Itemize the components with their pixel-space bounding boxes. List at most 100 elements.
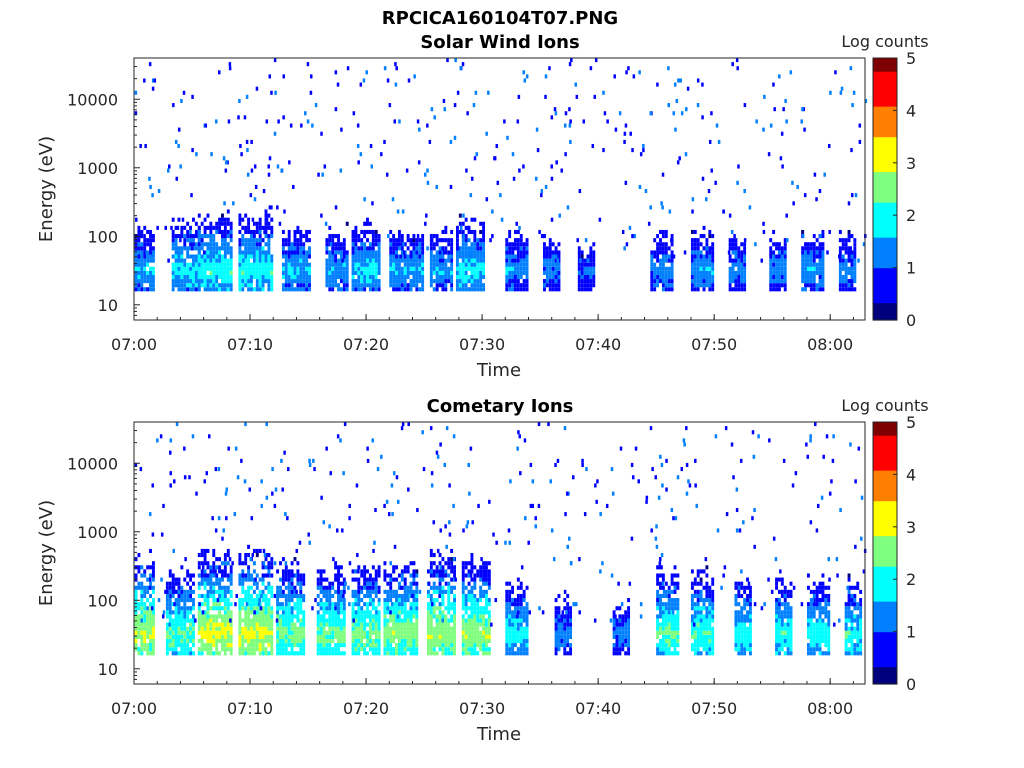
heatmap-cell xyxy=(264,565,268,570)
heatmap-cell xyxy=(577,262,581,267)
heatmap-cell xyxy=(505,262,509,267)
heatmap-cell xyxy=(438,622,442,627)
heatmap-cell xyxy=(270,270,274,275)
heatmap-cell xyxy=(345,270,349,275)
heatmap-cell xyxy=(514,610,517,615)
heatmap-cell xyxy=(540,193,543,198)
heatmap-cell xyxy=(149,229,152,235)
heatmap-cell xyxy=(206,250,210,255)
heatmap-cell xyxy=(429,279,433,284)
heatmap-cell xyxy=(250,234,253,239)
heatmap-cell xyxy=(223,606,227,611)
heatmap-cell xyxy=(197,279,201,284)
heatmap-cell xyxy=(673,606,677,611)
heatmap-cell xyxy=(653,238,657,243)
heatmap-cell xyxy=(363,593,367,599)
heatmap-cell xyxy=(444,651,448,656)
heatmap-cell xyxy=(264,221,268,226)
heatmap-cell xyxy=(514,598,517,603)
heatmap-cell xyxy=(134,111,138,116)
heatmap-cell xyxy=(267,279,271,284)
heatmap-cell xyxy=(279,614,282,619)
heatmap-cell xyxy=(464,262,468,267)
heatmap-cell xyxy=(548,66,551,71)
heatmap-cell xyxy=(400,287,404,292)
heatmap-cell xyxy=(578,189,582,194)
heatmap-cell xyxy=(250,577,253,582)
heatmap-cell xyxy=(850,266,854,271)
heatmap-cell xyxy=(519,250,523,255)
heatmap-cell xyxy=(667,602,671,607)
heatmap-cell xyxy=(143,246,147,251)
heatmap-cell xyxy=(186,250,190,255)
heatmap-cell xyxy=(740,258,744,263)
heatmap-cell xyxy=(328,614,332,619)
heatmap-cell xyxy=(522,246,526,251)
heatmap-cell xyxy=(473,270,477,275)
heatmap-cell xyxy=(368,577,372,582)
heatmap-cell xyxy=(175,176,179,181)
heatmap-cell xyxy=(470,593,474,599)
heatmap-cell xyxy=(368,614,372,619)
heatmap-cell xyxy=(656,626,660,631)
heatmap-cell xyxy=(337,626,340,631)
heatmap-cell xyxy=(621,626,625,631)
heatmap-cell xyxy=(667,66,670,71)
heatmap-cell xyxy=(183,614,187,619)
heatmap-cell xyxy=(371,201,374,206)
heatmap-cell xyxy=(409,266,413,271)
heatmap-cell xyxy=(699,283,703,288)
panel-cometary-ions: Cometary Ions 07:00 07:10 07:20 07:30 07:40 0… xyxy=(36,396,929,745)
heatmap-cell xyxy=(508,283,512,288)
heatmap-cell xyxy=(212,614,216,619)
heatmap-cell xyxy=(702,270,706,275)
heatmap-cell xyxy=(363,626,367,631)
heatmap-cell xyxy=(661,573,665,578)
heatmap-cell xyxy=(151,585,155,590)
heatmap-cell xyxy=(850,262,854,267)
heatmap-cell xyxy=(302,246,306,251)
heatmap-cell xyxy=(267,643,271,648)
heatmap-cell xyxy=(470,622,474,627)
heatmap-cell xyxy=(299,283,303,288)
heatmap-cell xyxy=(659,593,662,599)
heatmap-cell xyxy=(736,180,739,185)
heatmap-cell xyxy=(250,242,253,247)
heatmap-cell xyxy=(409,287,413,292)
heatmap-cell xyxy=(223,589,227,594)
heatmap-cell xyxy=(458,246,462,251)
heatmap-cell xyxy=(143,287,147,292)
heatmap-cell xyxy=(134,589,138,594)
heatmap-cell xyxy=(473,262,477,267)
heatmap-cell xyxy=(821,262,825,267)
heatmap-cell xyxy=(482,610,485,615)
heatmap-cell xyxy=(302,254,306,259)
heatmap-cell xyxy=(554,634,558,639)
heatmap-cell xyxy=(140,242,144,247)
heatmap-cell xyxy=(354,246,358,251)
heatmap-cell xyxy=(690,630,694,635)
heatmap-cell xyxy=(508,246,512,251)
heatmap-cell xyxy=(511,270,514,275)
heatmap-cell xyxy=(299,234,303,239)
heatmap-cell xyxy=(598,217,602,222)
heatmap-cell xyxy=(351,229,355,235)
heatmap-cell xyxy=(247,283,251,288)
heatmap-cell xyxy=(212,548,216,553)
heatmap-cell xyxy=(247,634,251,639)
heatmap-cell xyxy=(511,614,514,619)
heatmap-cell xyxy=(769,283,773,288)
heatmap-cell xyxy=(777,258,781,263)
heatmap-cell xyxy=(366,614,369,619)
heatmap-cell xyxy=(664,647,668,652)
heatmap-cell xyxy=(818,287,822,292)
heatmap-cell xyxy=(168,602,172,607)
heatmap-cell xyxy=(389,274,393,280)
heatmap-cell xyxy=(516,274,520,280)
heatmap-cell xyxy=(661,614,665,619)
heatmap-cell xyxy=(221,647,224,652)
heatmap-cell xyxy=(146,614,150,619)
heatmap-cell xyxy=(284,270,288,275)
heatmap-cell xyxy=(421,274,425,280)
heatmap-cell xyxy=(226,606,230,611)
